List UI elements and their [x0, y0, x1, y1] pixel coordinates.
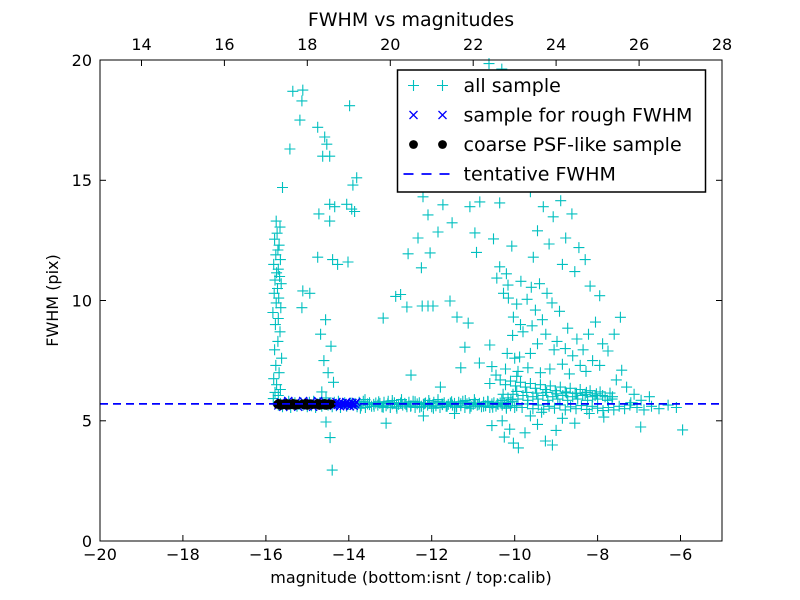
top-tick-label: 26 — [629, 35, 649, 54]
chart-title: FWHM vs magnitudes — [308, 9, 514, 31]
top-tick-label: 18 — [297, 35, 317, 54]
top-tick-label: 20 — [380, 35, 400, 54]
legend-label: coarse PSF-like sample — [464, 134, 682, 156]
x-tick-label: −18 — [166, 545, 200, 564]
x-tick-label: −12 — [415, 545, 449, 564]
legend-label: sample for rough FWHM — [464, 105, 693, 127]
legend-item: coarse PSF-like sample — [409, 134, 682, 156]
x-tick-label: −10 — [498, 545, 532, 564]
legend-label: all sample — [464, 75, 561, 97]
top-tick-label: 24 — [546, 35, 566, 54]
y-tick-label: 20 — [72, 51, 92, 70]
x-tick-label: −16 — [249, 545, 283, 564]
x-marker-icon — [409, 110, 447, 120]
x-axis-label: magnitude (bottom:isnt / top:calib) — [270, 568, 551, 587]
y-tick-label: 10 — [72, 291, 92, 310]
plus-marker-icon — [408, 80, 448, 91]
axes-frame — [99, 59, 723, 542]
legend-box — [396, 69, 707, 193]
top-tick-label: 22 — [463, 35, 483, 54]
legend-item: sample for rough FWHM — [409, 105, 693, 127]
legend: all sample sample for rough FWHM coarse PS… — [396, 69, 707, 193]
x-axis-ticks: −20 −18 −16 −14 −12 −10 −8 −6 — [83, 535, 692, 564]
x-tick-label: −8 — [586, 545, 610, 564]
x-tick-label: −6 — [669, 545, 693, 564]
top-tick-label: 28 — [712, 35, 732, 54]
dot-marker-icon — [409, 140, 447, 149]
y-tick-label: 0 — [82, 532, 92, 551]
y-axis-label: FWHM (pix) — [43, 254, 62, 347]
x-tick-label: −20 — [83, 545, 117, 564]
y-tick-label: 5 — [82, 412, 92, 431]
legend-item: tentative FWHM — [403, 164, 616, 186]
top-axis-ticks: 14 16 18 20 22 24 26 28 — [131, 35, 732, 66]
legend-label: tentative FWHM — [464, 164, 616, 186]
y-axis-ticks: 0 5 10 15 20 — [72, 51, 722, 551]
legend-item: all sample — [408, 75, 561, 97]
top-tick-label: 16 — [214, 35, 234, 54]
x-tick-label: −14 — [332, 545, 366, 564]
y-tick-label: 15 — [72, 171, 92, 190]
top-tick-label: 14 — [131, 35, 151, 54]
